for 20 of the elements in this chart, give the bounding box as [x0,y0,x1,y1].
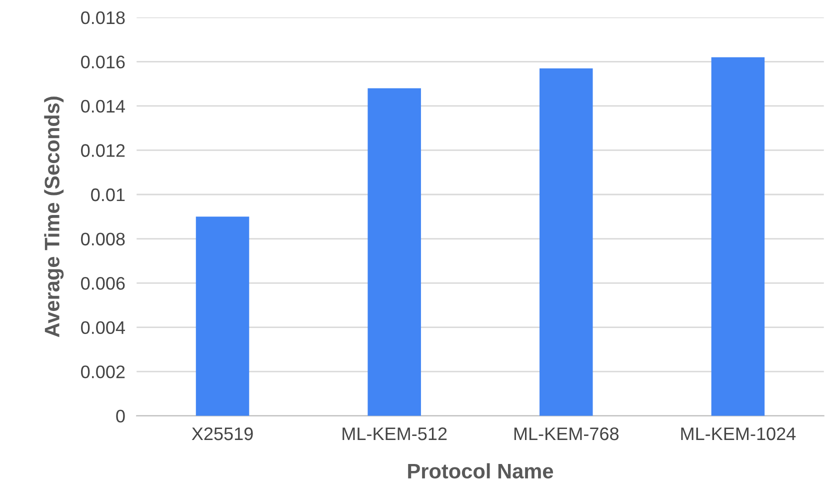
y-tick-label: 0.01 [91,188,125,202]
bar [540,68,593,416]
x-tick-label: X25519 [192,427,253,440]
y-tick-label: 0.012 [81,144,125,157]
bar [196,216,250,416]
y-tick-label: 0.016 [81,56,125,68]
y-tick-label: 0.008 [81,232,125,246]
y-tick-label: 0.004 [81,321,125,334]
x-tick-label: ML-KEM-1024 [681,427,796,440]
x-tick-label: ML-KEM-768 [514,427,619,440]
y-tick-label: 0.006 [81,276,125,290]
y-tick-label: 0 [116,410,125,423]
x-tick-label: ML-KEM-512 [342,427,447,440]
y-tick-label: 0.018 [81,11,125,24]
y-tick-label: 0.002 [81,366,125,378]
y-axis-title: Average Time (Seconds) [44,96,64,338]
x-axis-title: Protocol Name [408,463,554,479]
bar [711,57,765,416]
bar [368,88,421,416]
y-tick-label: 0.014 [81,100,125,113]
